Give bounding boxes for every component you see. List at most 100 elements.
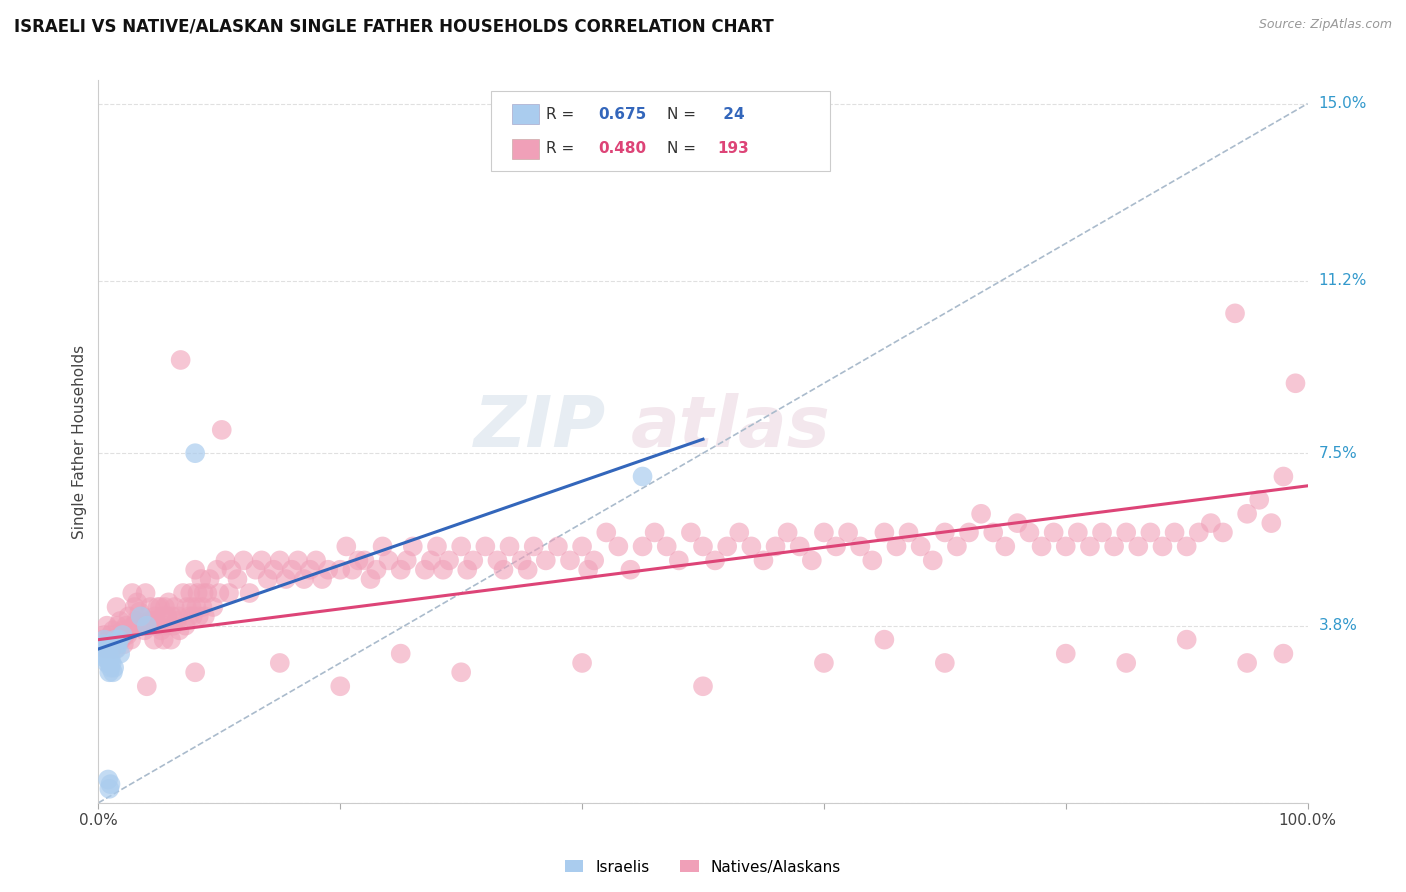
Point xyxy=(1175,632,1198,647)
Point xyxy=(184,563,207,577)
Point xyxy=(329,563,352,577)
Point xyxy=(269,656,291,670)
Point xyxy=(631,540,654,554)
Point xyxy=(619,563,641,577)
Point xyxy=(107,637,129,651)
Point xyxy=(138,614,160,628)
Point xyxy=(716,540,738,554)
Point xyxy=(366,563,388,577)
Point xyxy=(160,632,183,647)
Point xyxy=(305,553,328,567)
Point xyxy=(450,665,472,680)
Point xyxy=(316,563,339,577)
Point xyxy=(179,586,201,600)
Point xyxy=(946,540,969,554)
Point xyxy=(195,586,218,600)
Point xyxy=(193,586,215,600)
Point xyxy=(1115,656,1137,670)
Point xyxy=(353,553,375,567)
Point xyxy=(156,609,179,624)
Point xyxy=(1236,656,1258,670)
Point xyxy=(128,605,150,619)
Point xyxy=(1031,540,1053,554)
Point xyxy=(1199,516,1222,530)
Point xyxy=(299,563,322,577)
Point xyxy=(245,563,267,577)
Point xyxy=(1284,376,1306,391)
Point xyxy=(232,553,254,567)
Point xyxy=(104,642,127,657)
Point xyxy=(118,624,141,638)
Point xyxy=(420,553,443,567)
Point xyxy=(263,563,285,577)
Point xyxy=(347,553,370,567)
Point xyxy=(934,525,956,540)
Point xyxy=(1272,469,1295,483)
Point xyxy=(93,647,115,661)
Point xyxy=(135,679,157,693)
Point xyxy=(1139,525,1161,540)
Point xyxy=(112,637,135,651)
Point xyxy=(1067,525,1090,540)
Point xyxy=(134,624,156,638)
Point xyxy=(825,540,848,554)
Point xyxy=(108,632,131,647)
Point xyxy=(849,540,872,554)
Point xyxy=(1091,525,1114,540)
Text: ZIP: ZIP xyxy=(474,392,606,461)
Point xyxy=(655,540,678,554)
Point xyxy=(516,563,538,577)
Legend: Israelis, Natives/Alaskans: Israelis, Natives/Alaskans xyxy=(565,860,841,875)
Point xyxy=(184,665,207,680)
Point xyxy=(214,553,236,567)
Point xyxy=(93,628,115,642)
Point xyxy=(377,553,399,567)
Point xyxy=(269,553,291,567)
Text: 7.5%: 7.5% xyxy=(1319,446,1357,460)
Point xyxy=(800,553,823,567)
Point xyxy=(91,637,114,651)
Point xyxy=(218,586,240,600)
Point xyxy=(740,540,762,554)
Point xyxy=(100,656,122,670)
Point xyxy=(776,525,799,540)
Point xyxy=(413,563,436,577)
Point xyxy=(547,540,569,554)
Point xyxy=(129,618,152,632)
Point xyxy=(124,600,146,615)
Point xyxy=(148,618,170,632)
Point xyxy=(668,553,690,567)
Point xyxy=(111,624,134,638)
Point xyxy=(692,540,714,554)
Point xyxy=(117,628,139,642)
Point xyxy=(250,553,273,567)
Point xyxy=(101,624,124,638)
Point xyxy=(450,540,472,554)
Point xyxy=(96,656,118,670)
Point xyxy=(360,572,382,586)
Point xyxy=(994,540,1017,554)
Point xyxy=(221,563,243,577)
Point xyxy=(135,618,157,632)
Point xyxy=(208,586,231,600)
Point xyxy=(292,572,315,586)
Text: R =: R = xyxy=(546,142,579,156)
Point xyxy=(145,618,167,632)
Point xyxy=(474,540,496,554)
Point xyxy=(132,618,155,632)
Point xyxy=(486,553,509,567)
Point xyxy=(1018,525,1040,540)
Point xyxy=(1212,525,1234,540)
Point xyxy=(256,572,278,586)
Point xyxy=(169,353,191,368)
Point xyxy=(437,553,460,567)
Point xyxy=(110,632,132,647)
Point xyxy=(873,632,896,647)
Point xyxy=(194,609,217,624)
Point xyxy=(97,772,120,787)
Text: 3.8%: 3.8% xyxy=(1319,618,1358,633)
Point xyxy=(103,660,125,674)
Text: N =: N = xyxy=(666,107,700,121)
Y-axis label: Single Father Households: Single Father Households xyxy=(72,344,87,539)
Point xyxy=(100,651,122,665)
